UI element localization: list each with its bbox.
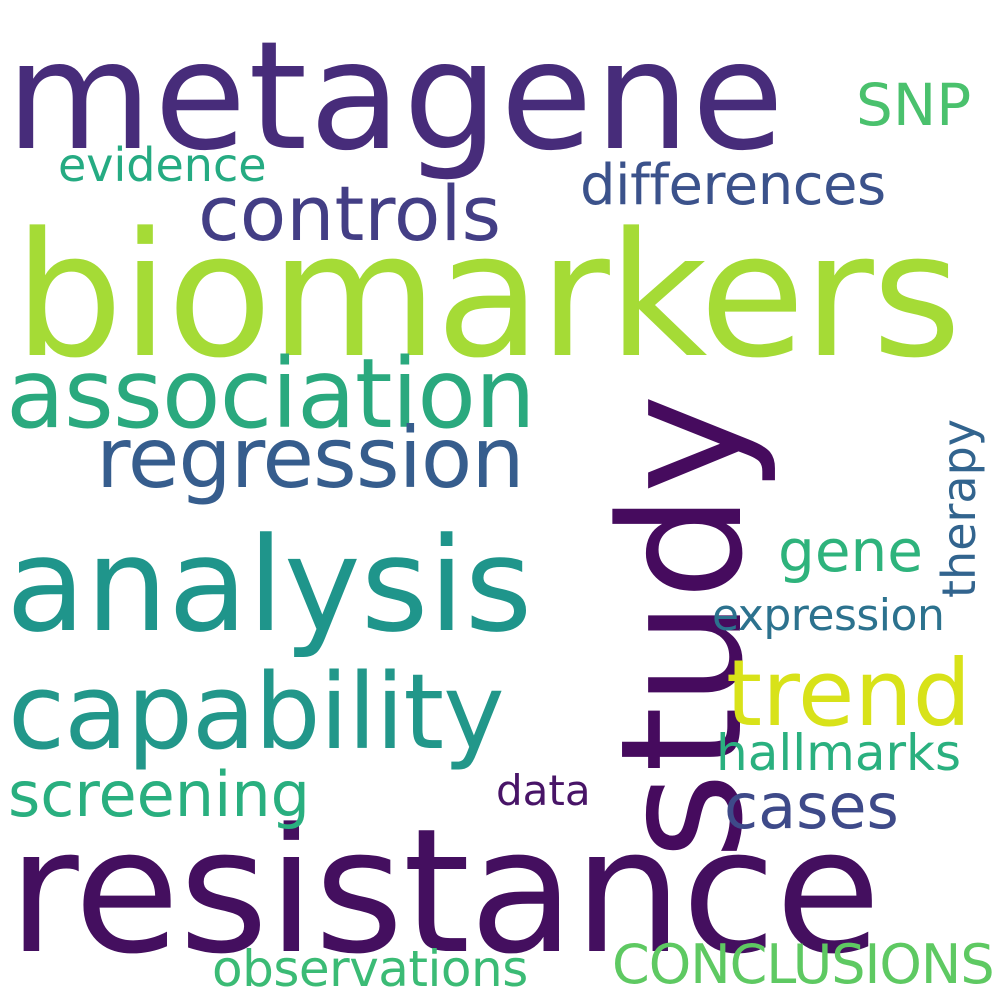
word-cases: cases bbox=[724, 770, 899, 843]
word-gene: gene bbox=[778, 517, 923, 585]
word-metagene: metagene bbox=[6, 10, 786, 184]
word-association: association bbox=[6, 338, 536, 450]
word-trend: trend bbox=[726, 640, 972, 747]
word-capability: capability bbox=[8, 651, 505, 773]
word-data: data bbox=[496, 766, 591, 815]
word-differences: differences bbox=[580, 153, 886, 218]
word-evidence: evidence bbox=[58, 138, 267, 192]
word-hallmarks: hallmarks bbox=[716, 724, 962, 782]
word-therapy: therapy bbox=[932, 418, 986, 598]
word-observations: observations bbox=[212, 940, 528, 998]
word-regression: regression bbox=[96, 409, 525, 507]
word-snp: SNP bbox=[856, 71, 972, 139]
word-controls: controls bbox=[198, 169, 502, 258]
word-analysis: analysis bbox=[6, 509, 533, 661]
word-expression: expression bbox=[712, 590, 945, 641]
word-screening: screening bbox=[8, 758, 310, 831]
word-conclusions: CONCLUSIONS bbox=[612, 933, 995, 996]
word-resistance: resistance bbox=[8, 791, 881, 992]
word-biomarkers: biomarkers bbox=[14, 195, 961, 396]
